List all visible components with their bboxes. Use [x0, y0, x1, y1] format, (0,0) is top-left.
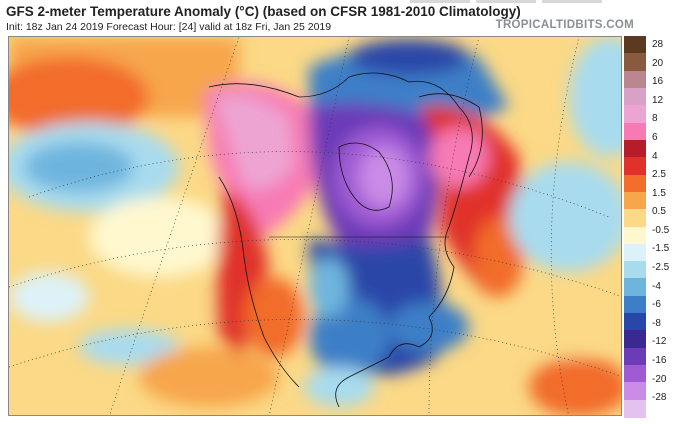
temperature-anomaly-map[interactable] [8, 36, 622, 416]
colorbar-swatch [624, 105, 646, 124]
colorbar-tick-label: -16 [652, 354, 667, 366]
colorbar-swatch [624, 53, 646, 72]
colorbar-swatch [624, 261, 646, 280]
toolbar-tab[interactable] [542, 0, 602, 3]
colorbar-tick-label: -20 [652, 373, 667, 385]
colorbar-tick-label: -1.5 [652, 243, 670, 255]
colorbar-swatch [624, 347, 646, 366]
map-subtitle: Init: 18z Jan 24 2019 Forecast Hour: [24… [6, 21, 332, 33]
colorbar-tick-label: 6 [652, 131, 658, 143]
map-canvas [9, 37, 621, 415]
colorbar-swatch [624, 191, 646, 210]
colorbar-swatch [624, 399, 646, 418]
colorbar-swatch [624, 226, 646, 245]
colorbar-swatch [624, 278, 646, 297]
colorbar-tick-label: 8 [652, 113, 658, 125]
colorbar-swatch [624, 330, 646, 349]
colorbar-tick-label: 12 [652, 94, 664, 106]
colorbar-swatch [624, 382, 646, 401]
toolbar-tab[interactable] [476, 0, 536, 3]
colorbar-swatch [624, 157, 646, 176]
colorbar-tick-label: 1.5 [652, 187, 666, 199]
colorbar-swatch [624, 243, 646, 262]
colorbar-swatch [624, 70, 646, 89]
colorbar-swatch [624, 174, 646, 193]
graticule [9, 37, 621, 415]
colorbar-swatch [624, 139, 646, 158]
colorbar-tick-label: -2.5 [652, 262, 670, 274]
colorbar-swatch [624, 295, 646, 314]
colorbar-swatch [624, 313, 646, 331]
colorbar-tick-label: -12 [652, 336, 667, 348]
colorbar-tick-label: 0.5 [652, 206, 666, 218]
colorbar-swatch [624, 36, 646, 54]
brand-logo[interactable]: TROPICALTIDBITS.COM [495, 19, 634, 31]
toolbar-tab[interactable] [410, 0, 470, 3]
colorbar-swatch [624, 365, 646, 383]
colorbar-tick-label: -0.5 [652, 224, 670, 236]
coastline-lines [208, 72, 483, 408]
colorbar-swatch [624, 122, 646, 141]
colorbar-tick-label: 16 [652, 76, 664, 88]
colorbar-tick-label: 2.5 [652, 169, 666, 181]
colorbar-tick-label: 4 [652, 150, 658, 162]
colorbar-swatch [624, 87, 646, 106]
map-title: GFS 2-meter Temperature Anomaly (°C) (ba… [6, 4, 521, 19]
colorbar-tick-label: -28 [652, 392, 667, 404]
colorbar-tick-label: 28 [652, 39, 664, 50]
colorbar-tick-label: -6 [652, 299, 661, 311]
colorbar-swatch [624, 209, 646, 228]
colorbar-tick-label: -8 [652, 317, 661, 329]
colorbar-tick-label: 20 [652, 57, 664, 69]
color-scale-legend: 28 20 16 12 8 6 4 2.5 1.5 0.5 -0.5 -1.5 -2.5 -4 -6 -8 -1… [624, 36, 674, 418]
colorbar-tick-label: -4 [652, 280, 661, 292]
